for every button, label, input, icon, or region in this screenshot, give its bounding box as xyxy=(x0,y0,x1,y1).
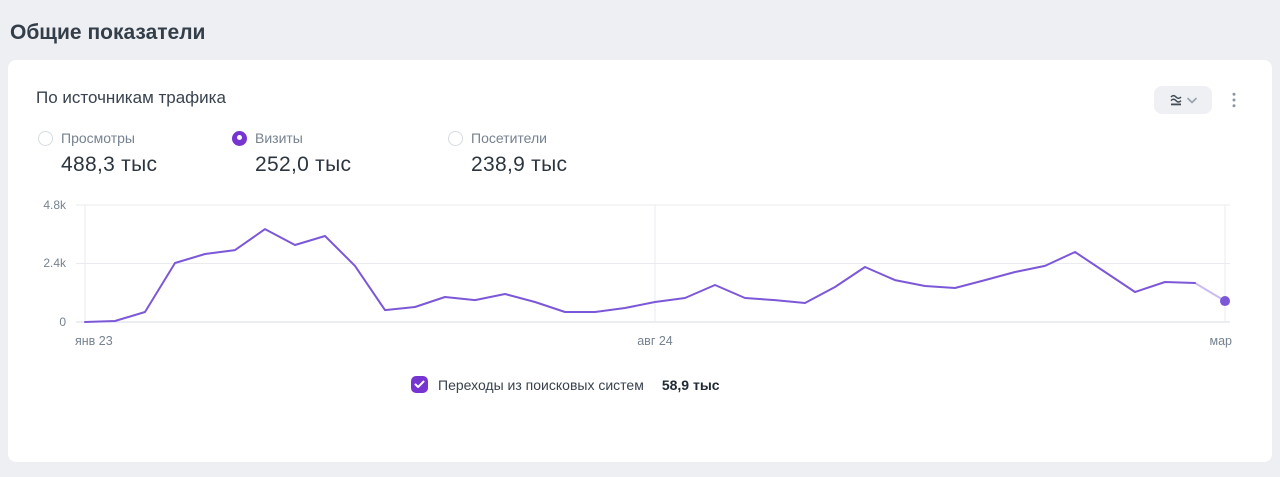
legend-item-search-traffic: Переходы из поисковых систем 58,9 тыс xyxy=(411,376,720,393)
radio-icon[interactable] xyxy=(232,130,247,146)
radio-icon[interactable] xyxy=(448,130,463,146)
metric-visits-radio[interactable]: Визиты xyxy=(232,130,351,146)
kebab-menu-button[interactable] xyxy=(1224,86,1244,114)
checkmark-icon xyxy=(414,380,425,389)
y-axis-tick: 2.4k xyxy=(43,256,66,270)
y-axis-tick: 4.8k xyxy=(43,198,66,212)
metric-value: 488,3 тыс xyxy=(61,153,158,176)
series-line-faded xyxy=(1194,282,1226,302)
series-line xyxy=(84,228,1196,323)
traffic-sources-card: По источникам трафика xyxy=(8,60,1272,462)
page-title: Общие показатели xyxy=(10,21,206,45)
metric-visitors-radio[interactable]: Посетители xyxy=(448,130,567,146)
x-axis-tick: авг 24 xyxy=(637,334,673,348)
card-title: По источникам трафика xyxy=(36,88,226,107)
chart-type-button[interactable] xyxy=(1154,86,1212,114)
metric-value: 252,0 тыс xyxy=(255,153,352,176)
y-axis-tick: 0 xyxy=(59,315,66,329)
metric-visitors: Посетители 238,9 тыс xyxy=(448,130,567,177)
card-actions xyxy=(1154,86,1244,114)
radio-icon[interactable] xyxy=(38,130,53,146)
metric-label[interactable]: Визиты xyxy=(255,130,303,146)
metric-views: Просмотры 488,3 тыс xyxy=(38,130,157,177)
x-axis-tick: мар xyxy=(1209,334,1233,348)
chevron-down-icon xyxy=(1187,97,1197,104)
last-point-marker xyxy=(1220,296,1230,307)
metric-label[interactable]: Посетители xyxy=(471,130,547,146)
x-axis-tick: янв 23 xyxy=(75,334,113,348)
line-chart xyxy=(76,204,1230,323)
kebab-menu-icon xyxy=(1232,92,1236,108)
legend-checkbox[interactable] xyxy=(411,376,428,393)
waves-chart-type-icon xyxy=(1169,92,1184,108)
legend-value: 58,9 тыс xyxy=(661,376,720,393)
legend-label[interactable]: Переходы из поисковых систем xyxy=(438,376,644,393)
metric-visits: Визиты 252,0 тыс xyxy=(232,130,351,177)
metric-views-radio[interactable]: Просмотры xyxy=(38,130,157,146)
metric-label[interactable]: Просмотры xyxy=(61,130,135,146)
metric-value: 238,9 тыс xyxy=(471,153,568,176)
